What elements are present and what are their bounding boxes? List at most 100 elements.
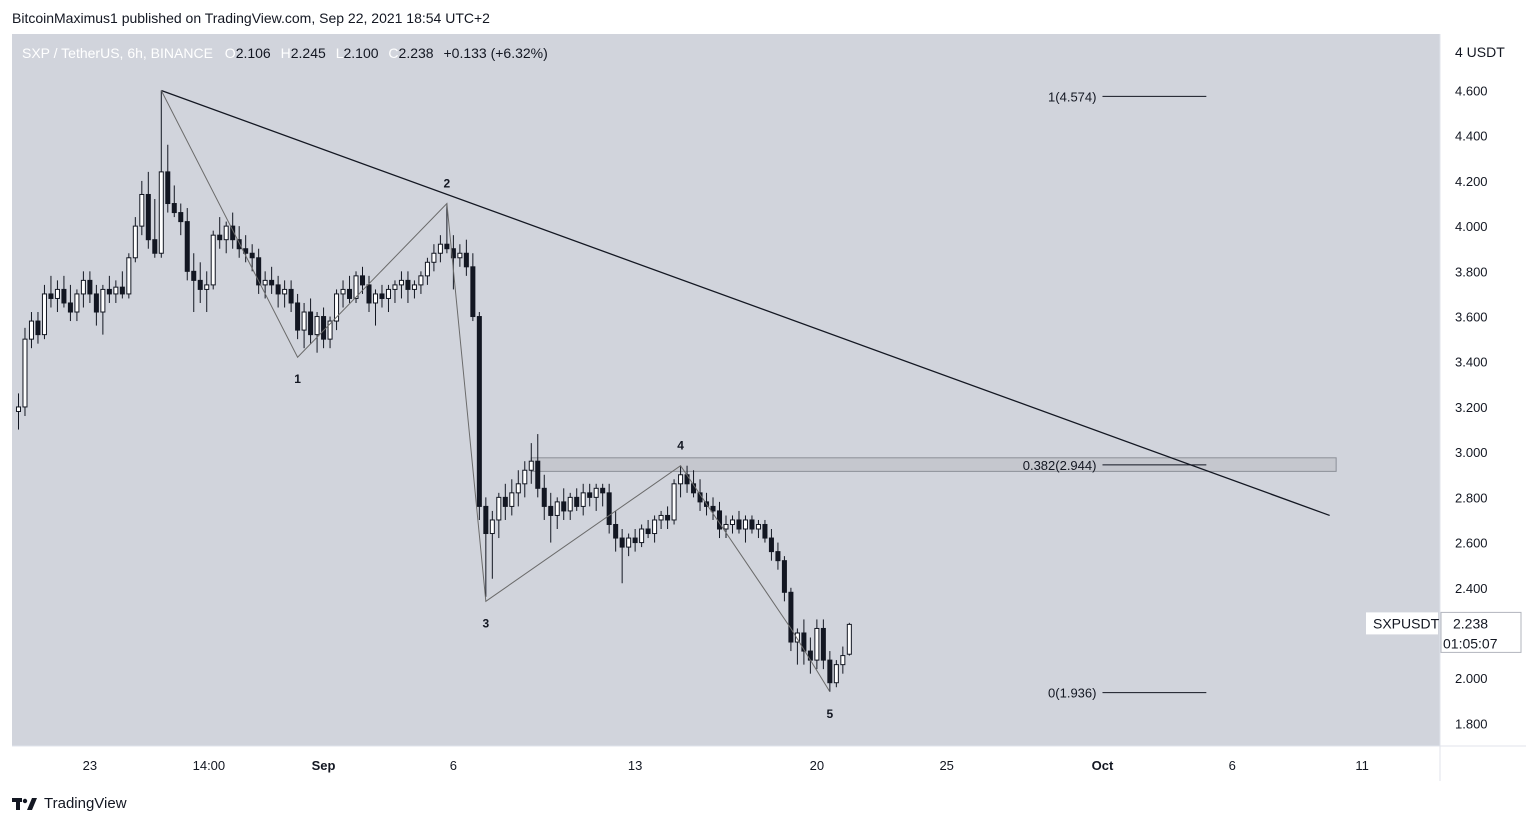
time-tick-label: Sep: [312, 758, 336, 773]
candle-body: [632, 537, 638, 544]
candle-body: [658, 514, 664, 521]
candle-body: [788, 591, 794, 643]
time-tick-label: 6: [1229, 758, 1236, 773]
candle-body: [262, 279, 268, 286]
candle-body: [321, 316, 327, 340]
candle-body: [223, 225, 229, 241]
candle-body: [749, 519, 755, 530]
candle-body: [619, 537, 625, 548]
candle-body: [210, 234, 216, 286]
candle-body: [645, 528, 651, 535]
candle-body: [411, 284, 417, 290]
bar-countdown: 01:05:07: [1443, 635, 1498, 651]
candle-body: [80, 279, 86, 295]
candle-body: [846, 623, 852, 655]
candle-body: [678, 474, 684, 485]
candle-body: [515, 483, 521, 494]
resistance-zone-group: [530, 457, 1337, 472]
fib-level-label: 0.382(2.944): [1023, 458, 1097, 473]
candle-body: [541, 487, 547, 507]
candle-body: [288, 288, 294, 304]
candle-body: [736, 519, 742, 530]
candle-body: [236, 239, 242, 250]
price-axis-unit: 4 USDT: [1455, 44, 1505, 60]
time-tick-label: 14:00: [193, 758, 226, 773]
ohlc-legend: SXP / TetherUS, 6h, BINANCE O2.106 H2.24…: [22, 45, 548, 61]
candle-body: [372, 293, 379, 304]
candle-body: [191, 270, 197, 281]
time-tick-label: 11: [1355, 758, 1369, 773]
candle-body: [158, 171, 164, 254]
candle-body: [171, 203, 177, 214]
candle-body: [347, 288, 353, 299]
candle-body: [613, 523, 619, 539]
symbol-label: SXP / TetherUS, 6h, BINANCE: [22, 45, 213, 61]
candle-body: [87, 279, 93, 295]
price-tick-label: 2.800: [1455, 490, 1488, 505]
price-tick-label: 3.600: [1455, 310, 1488, 325]
time-axis-background[interactable]: [12, 746, 1526, 781]
candle-body: [768, 537, 774, 553]
time-ticks-group: 23 14:00 Sep 6 13 20 25 Oct 6 11: [83, 758, 1369, 773]
last-price-box: [1440, 611, 1522, 653]
candle-body: [489, 519, 495, 535]
candle-body: [665, 514, 671, 521]
candle-body: [41, 293, 47, 336]
candle-body: [359, 275, 366, 286]
candle-body: [716, 510, 723, 530]
plot-background[interactable]: [12, 34, 1440, 746]
wave-path: [160, 90, 831, 693]
candle-body: [327, 320, 333, 340]
candle-body: [165, 171, 171, 205]
candle-body: [282, 288, 288, 295]
candle-body: [379, 293, 385, 299]
candle-body: [275, 284, 281, 295]
candle-body: [574, 496, 580, 507]
price-tick-label: 2.000: [1455, 671, 1488, 686]
last-price-group: SXPUSDT 2.238 01:05:07: [1366, 611, 1522, 653]
footer-brand[interactable]: TradingView: [12, 795, 127, 812]
candle-body: [230, 225, 236, 241]
candle-body: [476, 316, 482, 507]
chart-frame[interactable]: SXP / TetherUS, 6h, BINANCE O2.106 H2.24…: [12, 34, 1526, 781]
symbol-tag-box: [1366, 612, 1438, 635]
price-ticks-group: 4.600 4.400 4.200 4.000 3.800 3.600 3.400 3.200…: [1455, 84, 1488, 732]
candle-body: [295, 302, 301, 331]
candle-body: [781, 560, 787, 593]
publisher-line: BitcoinMaximus1 published on TradingView…: [12, 10, 490, 26]
candle-body: [671, 483, 677, 521]
candle-body: [119, 286, 125, 295]
candle-body: [820, 627, 826, 661]
candle-body: [15, 406, 22, 412]
candle-body: [308, 311, 314, 336]
candle-body: [314, 316, 320, 336]
candle-body: [54, 288, 60, 299]
candle-body: [418, 275, 424, 286]
candle-body: [561, 501, 567, 512]
price-tick-label: 1.800: [1455, 716, 1488, 731]
wave-label: 1: [294, 372, 301, 386]
time-tick-label: 20: [810, 758, 824, 773]
low-label: L: [336, 45, 344, 61]
candle-body: [67, 302, 73, 313]
candle-body: [197, 279, 203, 290]
tradingview-logo-icon: [12, 797, 37, 810]
candle-body: [587, 492, 593, 498]
candle-body: [431, 252, 437, 263]
candle-body: [827, 659, 833, 684]
candle-body: [93, 293, 99, 313]
low-value: 2.100: [343, 45, 378, 61]
candle-body: [35, 320, 41, 336]
candle-body: [535, 460, 541, 489]
candle-body: [126, 257, 132, 295]
candle-body: [509, 492, 515, 507]
candle-body: [22, 338, 28, 408]
open-value: 2.106: [236, 45, 271, 61]
candle-body: [593, 487, 599, 498]
candle-body: [457, 252, 463, 259]
candle-body: [723, 523, 729, 530]
open-label: O: [225, 45, 236, 61]
price-tick-label: 4.600: [1455, 84, 1488, 99]
candle-body: [184, 221, 190, 272]
candlestick-chart[interactable]: SXP / TetherUS, 6h, BINANCE O2.106 H2.24…: [12, 34, 1526, 781]
